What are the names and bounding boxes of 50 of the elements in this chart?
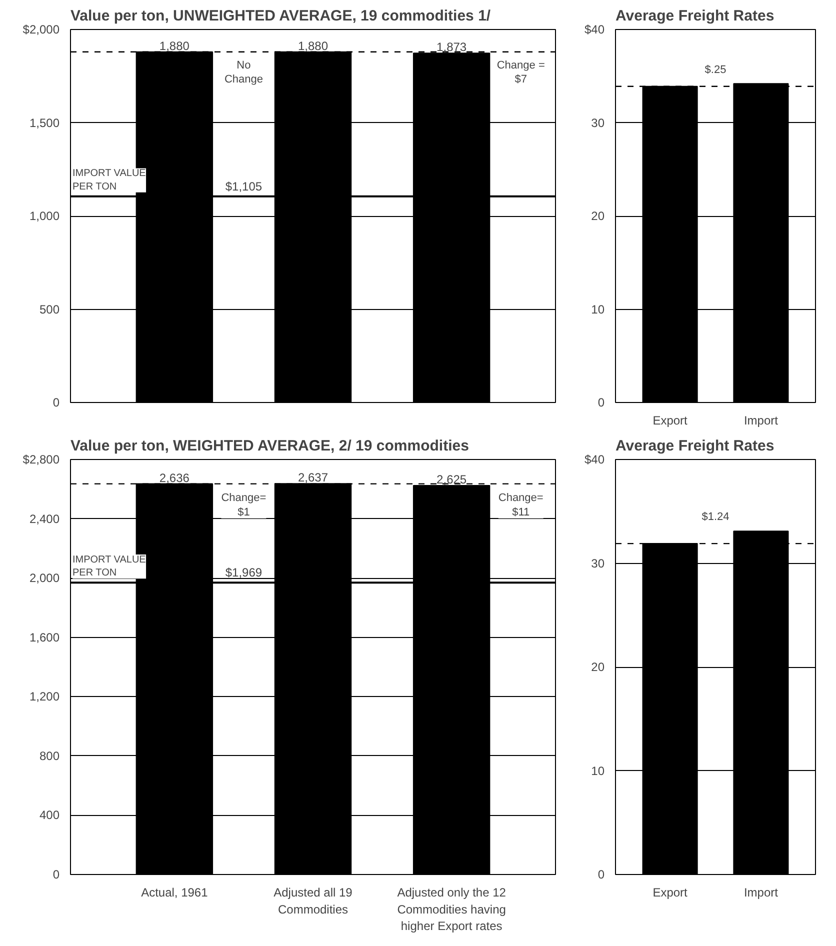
y-tick-label: 30: [591, 556, 605, 570]
y-tick-label: 1,000: [29, 209, 60, 223]
y-tick-label: 1,200: [29, 690, 60, 704]
y-tick-label: 500: [39, 302, 60, 316]
y-tick-label: 800: [39, 748, 60, 763]
y-tick-label: 1,600: [29, 630, 60, 644]
annotation: IMPORT VALUE PER TON: [72, 554, 146, 579]
y-tick-label: 2,400: [29, 512, 60, 526]
y-tick-label: 20: [591, 209, 605, 223]
y-tick-label: 30: [591, 116, 605, 130]
data-label: 2,625: [436, 472, 467, 486]
annotation: Change= $1: [221, 492, 266, 518]
x-tick-label: Import: [744, 886, 779, 900]
y-tick-label: 0: [52, 868, 60, 882]
annotation: $.25: [704, 64, 726, 76]
y-tick-label: 10: [591, 764, 605, 778]
x-tick-label: Export: [652, 414, 688, 428]
annotation: Change = $7: [496, 59, 545, 86]
x-tick-label: Adjusted only the 12 Commodities having higher Export rates: [397, 886, 506, 934]
annotation: No Change: [224, 59, 263, 86]
x-tick-label: Actual, 1961: [141, 886, 208, 900]
ref-line-label: $1,105: [225, 179, 262, 194]
annotation: $1.24: [702, 510, 730, 523]
x-tick-label: Import: [744, 414, 779, 428]
y-tick-label: $40: [584, 22, 605, 36]
ref-line-label: $1,969: [225, 566, 262, 580]
chart-title: Value per ton, UNWEIGHTED AVERAGE, 19 commodities 1/: [70, 8, 492, 24]
y-tick-label: 2,000: [29, 571, 60, 586]
y-tick-label: $2,000: [22, 22, 60, 36]
data-label: 1,880: [298, 38, 328, 53]
y-tick-label: 10: [591, 302, 605, 316]
data-label: 2,637: [298, 470, 328, 485]
y-tick-label: 20: [591, 660, 605, 674]
chart-title: Average Freight Rates: [616, 438, 774, 454]
chart-title: Average Freight Rates: [616, 8, 774, 24]
y-tick-label: 0: [52, 396, 60, 410]
x-tick-label: Adjusted all 19 Commodities: [274, 886, 353, 916]
data-label: 1,880: [159, 38, 190, 53]
data-label: 1,873: [436, 40, 467, 54]
y-tick-label: 400: [39, 808, 60, 822]
x-tick-label: Export: [652, 886, 688, 900]
y-tick-label: $40: [584, 452, 605, 466]
y-tick-label: $2,800: [22, 452, 60, 466]
annotation: IMPORT VALUE PER TON: [72, 168, 146, 192]
chart-title: Value per ton, WEIGHTED AVERAGE, 2/ 19 commodities: [70, 438, 469, 454]
y-tick-label: 0: [598, 868, 605, 882]
y-tick-label: 1,500: [29, 116, 60, 130]
y-tick-label: 0: [598, 396, 605, 410]
data-label: 2,636: [159, 470, 190, 485]
annotation: Change= $11: [498, 492, 544, 518]
